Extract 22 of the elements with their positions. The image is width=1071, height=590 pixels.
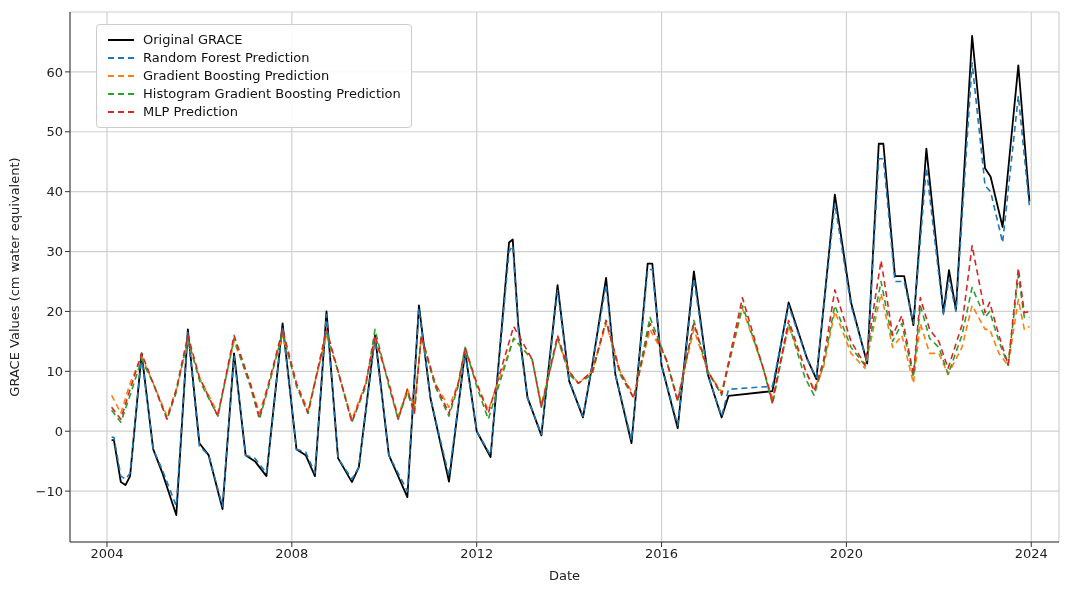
legend-label: MLP Prediction	[143, 103, 239, 121]
x-tick-label: 2024	[1014, 546, 1048, 562]
y-tick-label: −10	[35, 483, 63, 499]
y-tick-label: 50	[46, 124, 63, 140]
legend-label: Gradient Boosting Prediction	[143, 67, 330, 85]
x-tick-label: 2004	[90, 546, 124, 562]
x-tick-label: 2012	[460, 546, 494, 562]
x-tick-label: 2016	[645, 546, 679, 562]
y-tick-label: 10	[46, 363, 63, 379]
y-tick-label: 0	[54, 423, 63, 439]
y-tick-label: 30	[46, 244, 63, 260]
x-axis-title: Date	[548, 568, 581, 583]
legend-label: Original GRACE	[143, 31, 243, 49]
y-axis-title: GRACE Values (cm water equivalent)	[6, 157, 22, 397]
y-tick-label: 20	[46, 304, 63, 320]
line-series	[110, 244, 1031, 424]
y-tick-label: 40	[46, 184, 63, 200]
legend-label: Histogram Gradient Boosting Prediction	[143, 85, 401, 103]
legend-label: Random Forest Prediction	[143, 49, 310, 67]
x-tick-label: 2008	[275, 546, 309, 562]
y-tick-label: 60	[46, 64, 63, 80]
x-tick-label: 2020	[829, 546, 863, 562]
